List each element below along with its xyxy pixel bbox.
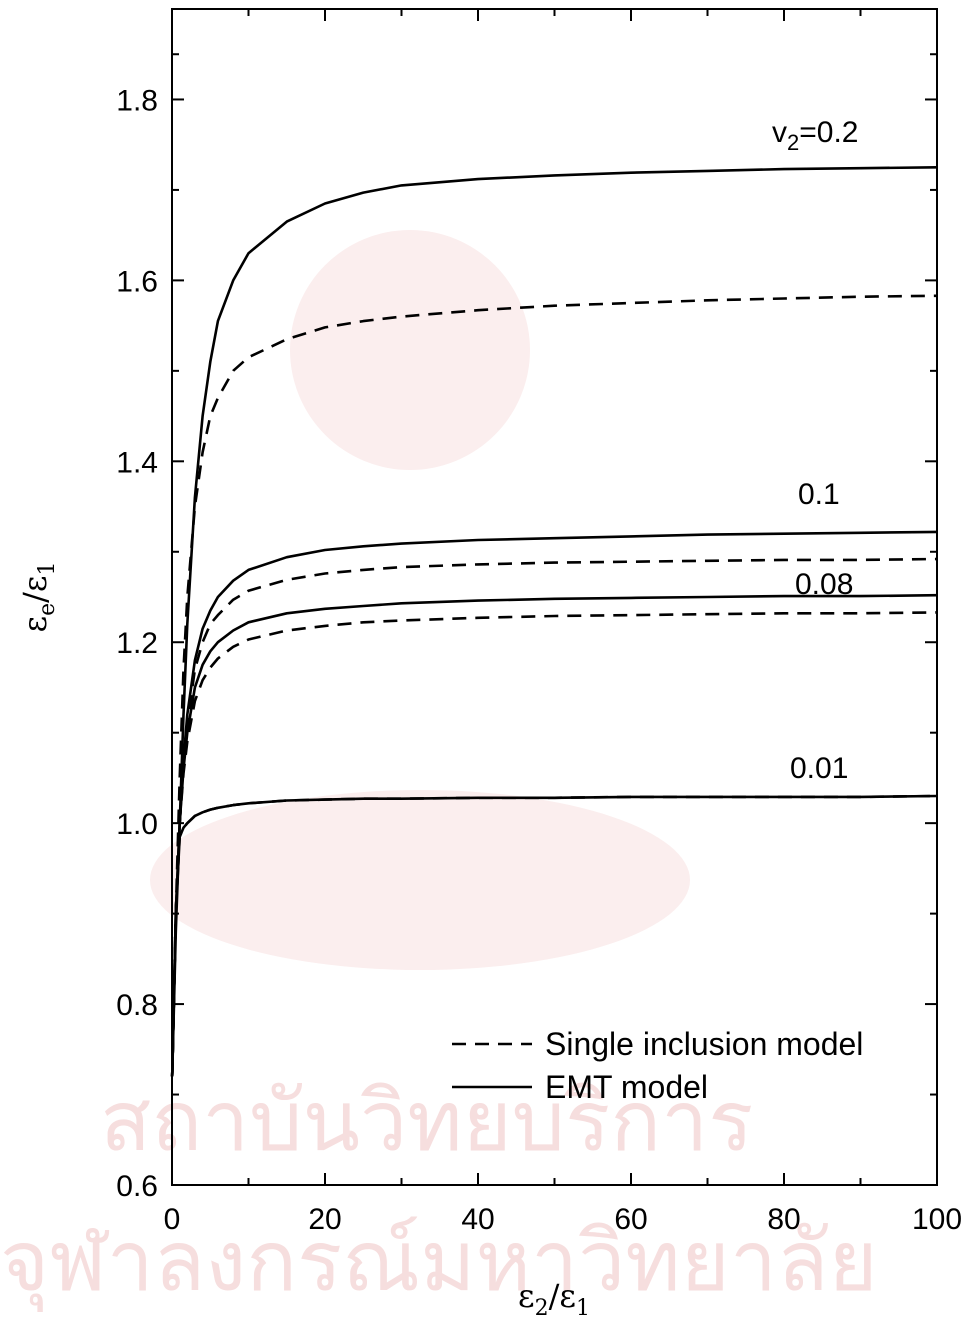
x-axis-title-main2: ε (559, 1277, 576, 1315)
x-tick-label: 80 (767, 1203, 800, 1236)
watermark-emblem-base (150, 790, 690, 970)
series-line-emt-v2-0.1 (170, 530, 938, 1077)
y-axis-title-main: ε (16, 616, 54, 633)
watermark: สถาบันวิทยบริการ จุฬาลงกรณ์มหาวิทยาลัย (0, 230, 878, 1313)
x-tick-label: 40 (461, 1203, 494, 1236)
tick-labels: 0 20 40 60 80 100 0.6 0.8 1.0 1.2 1.4 1.6 1.8 (116, 84, 962, 1236)
legend-label-single-inclusion: Single inclusion model (545, 1026, 863, 1062)
series-line-single-inclusion-v2-0.08 (170, 611, 938, 1077)
y-tick-label: 1.4 (116, 446, 158, 479)
y-tick-label: 0.6 (116, 1170, 158, 1203)
watermark-emblem-disk (290, 230, 530, 470)
series-label-0.08: 0.08 (795, 568, 853, 601)
y-axis-title-sub2: 1 (35, 562, 60, 576)
x-tick-label: 0 (164, 1203, 181, 1236)
y-tick-label: 0.8 (116, 989, 158, 1022)
series-line-emt-v2-0.2 (170, 166, 938, 1077)
legend: Single inclusion model EMT model (452, 1026, 863, 1105)
y-axis-title-main2: ε (16, 576, 54, 593)
series-line-single-inclusion-v2-0.01 (170, 794, 938, 1077)
watermark-line-2: จุฬาลงกรณ์มหาวิทยาลัย (0, 1212, 878, 1313)
y-axis-title-sub: e (35, 603, 60, 616)
x-tick-label: 100 (912, 1203, 962, 1236)
x-axis-title-main: ε (518, 1277, 535, 1315)
y-tick-label: 1.6 (116, 265, 158, 298)
y-tick-label: 1.8 (116, 84, 158, 117)
x-axis-title-sub: 2 (535, 1296, 549, 1321)
series-line-single-inclusion-v2-0.2 (170, 294, 938, 1077)
y-tick-label: 1.2 (116, 627, 158, 660)
series-label-0.1: 0.1 (798, 478, 840, 511)
x-tick-label: 60 (614, 1203, 647, 1236)
legend-label-emt: EMT model (545, 1069, 708, 1105)
axis-ticks (171, 9, 938, 1186)
watermark-line-1: สถาบันวิทยบริการ (100, 1072, 753, 1170)
series-label-v2-sub: 2 (787, 130, 799, 155)
x-axis-title-sep: / (549, 1277, 560, 1315)
y-axis-title-sep: / (16, 592, 54, 603)
series-label-v2-prefix: v (772, 116, 787, 149)
x-axis-title-sub2: 1 (576, 1296, 590, 1321)
x-tick-label: 20 (308, 1203, 341, 1236)
series-label-v2-0.2: v2=0.2 (772, 116, 858, 155)
y-tick-label: 1.0 (116, 808, 158, 841)
plot-lines (170, 166, 938, 1077)
y-axis-title: εe/ε1 (16, 562, 60, 633)
x-axis-title: ε2/ε1 (518, 1277, 590, 1321)
series-label-v2-value: =0.2 (799, 116, 858, 149)
series-label-0.01: 0.01 (790, 752, 848, 785)
